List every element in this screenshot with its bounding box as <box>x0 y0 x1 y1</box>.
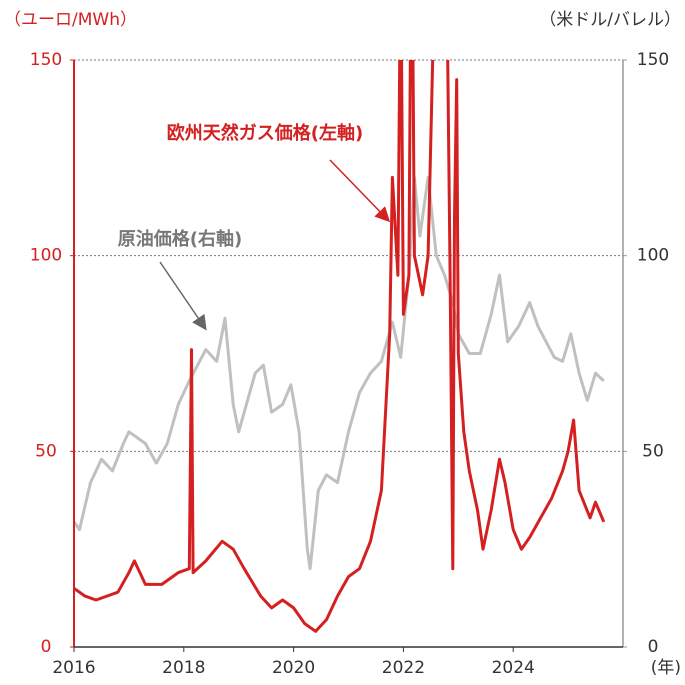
y-tick-label: 0 <box>41 637 52 657</box>
annotation-arrow <box>159 261 207 331</box>
y2-tick-label: 50 <box>642 441 664 461</box>
y-tick-label: 150 <box>30 50 62 70</box>
data-line <box>74 175 605 571</box>
annotation: 原油価格(右軸) <box>118 228 242 250</box>
x-tick-label: 2022 <box>382 658 425 678</box>
y-tick-label: 50 <box>35 441 57 461</box>
annotation: 欧州天然ガス価格(左軸) <box>167 122 363 144</box>
data-line <box>74 60 606 633</box>
y2-tick-label: 150 <box>637 50 669 70</box>
y-axis-title: （ユーロ/MWh） <box>4 10 137 30</box>
y-tick-label: 100 <box>30 246 62 266</box>
x-tick-label: 2016 <box>52 658 95 678</box>
x-axis-title: (年) <box>651 658 681 678</box>
x-tick-label: 2020 <box>272 658 315 678</box>
x-tick-label: 2024 <box>492 658 535 678</box>
x-tick-label: 2018 <box>162 658 205 678</box>
y2-tick-label: 0 <box>648 637 659 657</box>
annotation-arrow <box>329 159 391 223</box>
y2-tick-label: 100 <box>637 246 669 266</box>
y2-axis-title: （米ドル/バレル） <box>539 10 681 30</box>
